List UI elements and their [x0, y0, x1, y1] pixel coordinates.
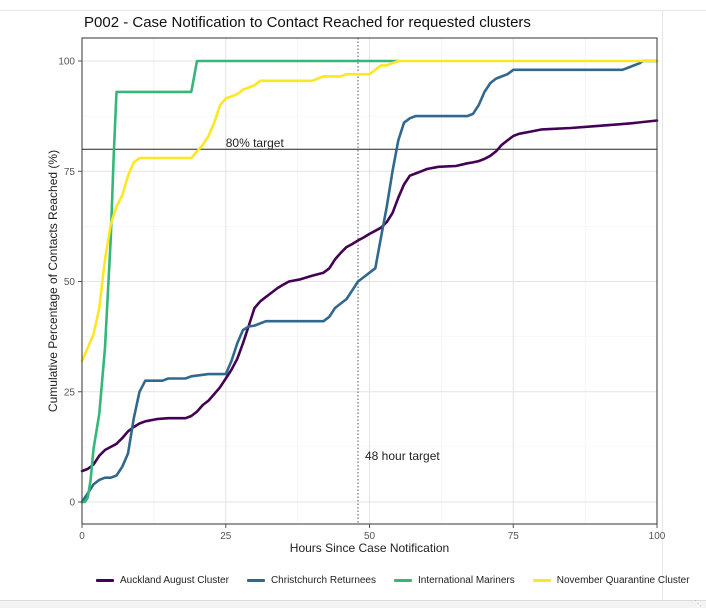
legend-label: November Quarantine Cluster: [556, 575, 690, 586]
series-line: [80, 59, 400, 504]
series-line: [80, 119, 659, 473]
legend-swatch: [394, 579, 412, 582]
chart-title: P002 - Case Notification to Contact Reac…: [84, 14, 531, 31]
legend-item: Christchurch Returnees: [246, 575, 376, 586]
y-tick-label: 25: [64, 387, 76, 398]
y-axis-title: Cumulative Percentage of Contacts Reache…: [46, 150, 60, 412]
axis-ticks: 0 25 50 75 100 0 25 50 75 100: [58, 57, 665, 543]
legend-item: International Mariners: [394, 575, 515, 586]
window-top-border: [0, 10, 706, 11]
legend-swatch: [532, 579, 551, 582]
y-tick-label: 100: [58, 57, 75, 68]
resize-grip-icon[interactable]: ⋱: [694, 599, 702, 608]
x-axis-title: Hours Since Case Notification: [290, 541, 449, 555]
x-tick-label: 100: [649, 531, 666, 542]
series-line: [80, 59, 659, 504]
target-hline-label: 80% target: [226, 136, 285, 150]
legend-label: International Mariners: [418, 575, 515, 586]
chart-legend: Auckland August Cluster Christchurch Retu…: [96, 575, 690, 586]
legend-swatch: [246, 579, 265, 582]
grid-lines: [81, 38, 658, 524]
y-tick-label: 75: [64, 167, 76, 178]
legend-item: November Quarantine Cluster: [532, 575, 690, 586]
window-right-border: [662, 10, 663, 602]
y-tick-label: 50: [64, 277, 76, 288]
legend-swatch: [96, 579, 114, 582]
legend-label: Auckland August Cluster: [120, 575, 229, 586]
x-tick-label: 25: [220, 531, 232, 542]
status-bar: ⋱: [0, 600, 706, 608]
legend-item: Auckland August Cluster: [96, 575, 229, 586]
x-tick-label: 0: [79, 531, 85, 542]
series-lines: [80, 59, 659, 504]
x-tick-label: 50: [364, 531, 376, 542]
series-line: [80, 59, 659, 363]
y-tick-label: 0: [69, 498, 75, 509]
target-vline-label: 48 hour target: [365, 449, 440, 463]
x-tick-label: 75: [508, 531, 520, 542]
legend-label: Christchurch Returnees: [270, 575, 376, 586]
